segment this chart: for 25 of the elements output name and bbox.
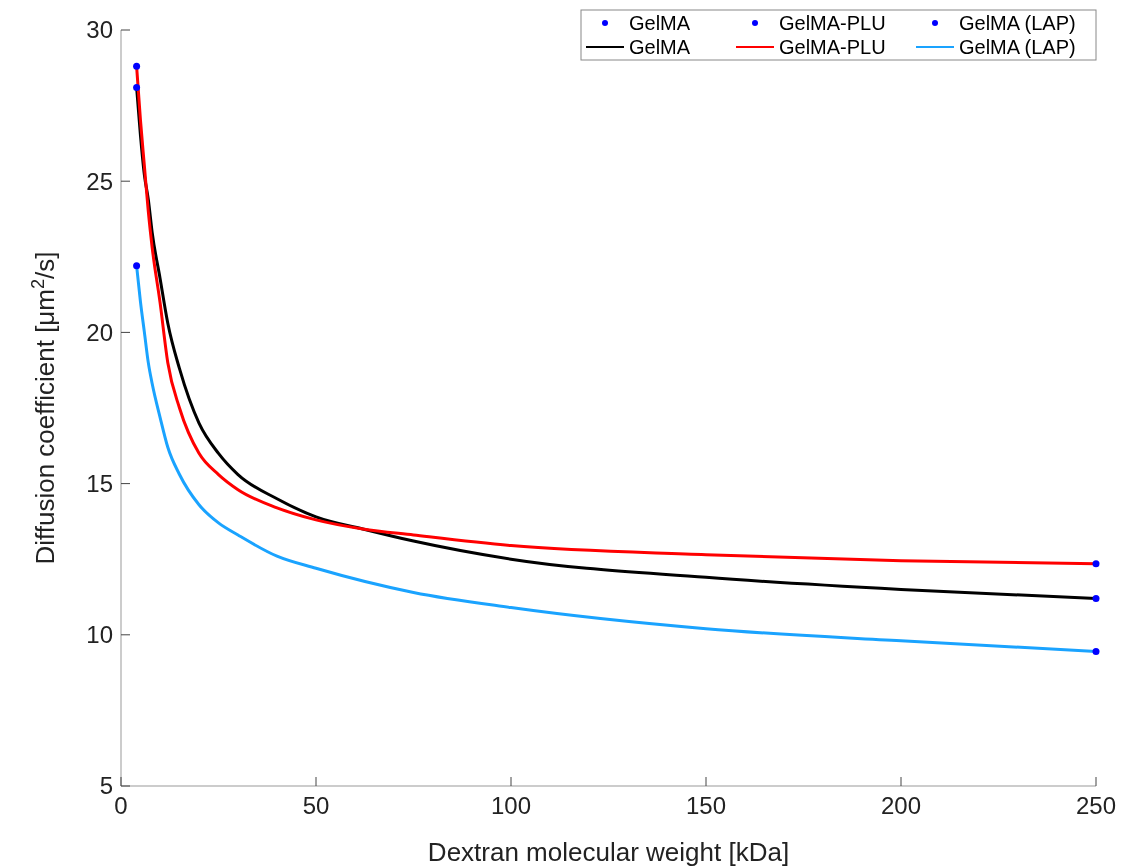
legend-label: GelMA (629, 12, 691, 34)
point (1092, 560, 1100, 568)
x-tick-label: 250 (1075, 792, 1117, 819)
x-tick-label: 0 (114, 792, 128, 819)
legend-label: GelMA (LAP) (959, 12, 1076, 34)
x-axis-title: Dextran molecular weight [kDa] (427, 837, 790, 867)
y-tick-label: 10 (86, 621, 113, 649)
legend-label: GelMA (629, 36, 691, 58)
point (133, 83, 141, 91)
y-tick-label: 20 (86, 318, 113, 346)
point (1092, 647, 1100, 655)
point (133, 262, 141, 270)
legend-label: GelMA-PLU (779, 36, 886, 58)
y-tick-label: 25 (86, 167, 113, 195)
y-tick-label: 30 (86, 16, 113, 44)
x-tick-label: 100 (490, 792, 532, 819)
y-tick-label: 5 (99, 772, 113, 800)
x-tick-label: 50 (302, 792, 330, 819)
legend-label: GelMA-PLU (779, 12, 886, 34)
x-tick-label: 150 (685, 792, 727, 819)
point (133, 62, 141, 70)
x-tick-label: 200 (880, 792, 922, 819)
legend-label: GelMA (LAP) (959, 36, 1076, 58)
point (1092, 595, 1100, 603)
y-tick-label: 15 (86, 470, 113, 497)
